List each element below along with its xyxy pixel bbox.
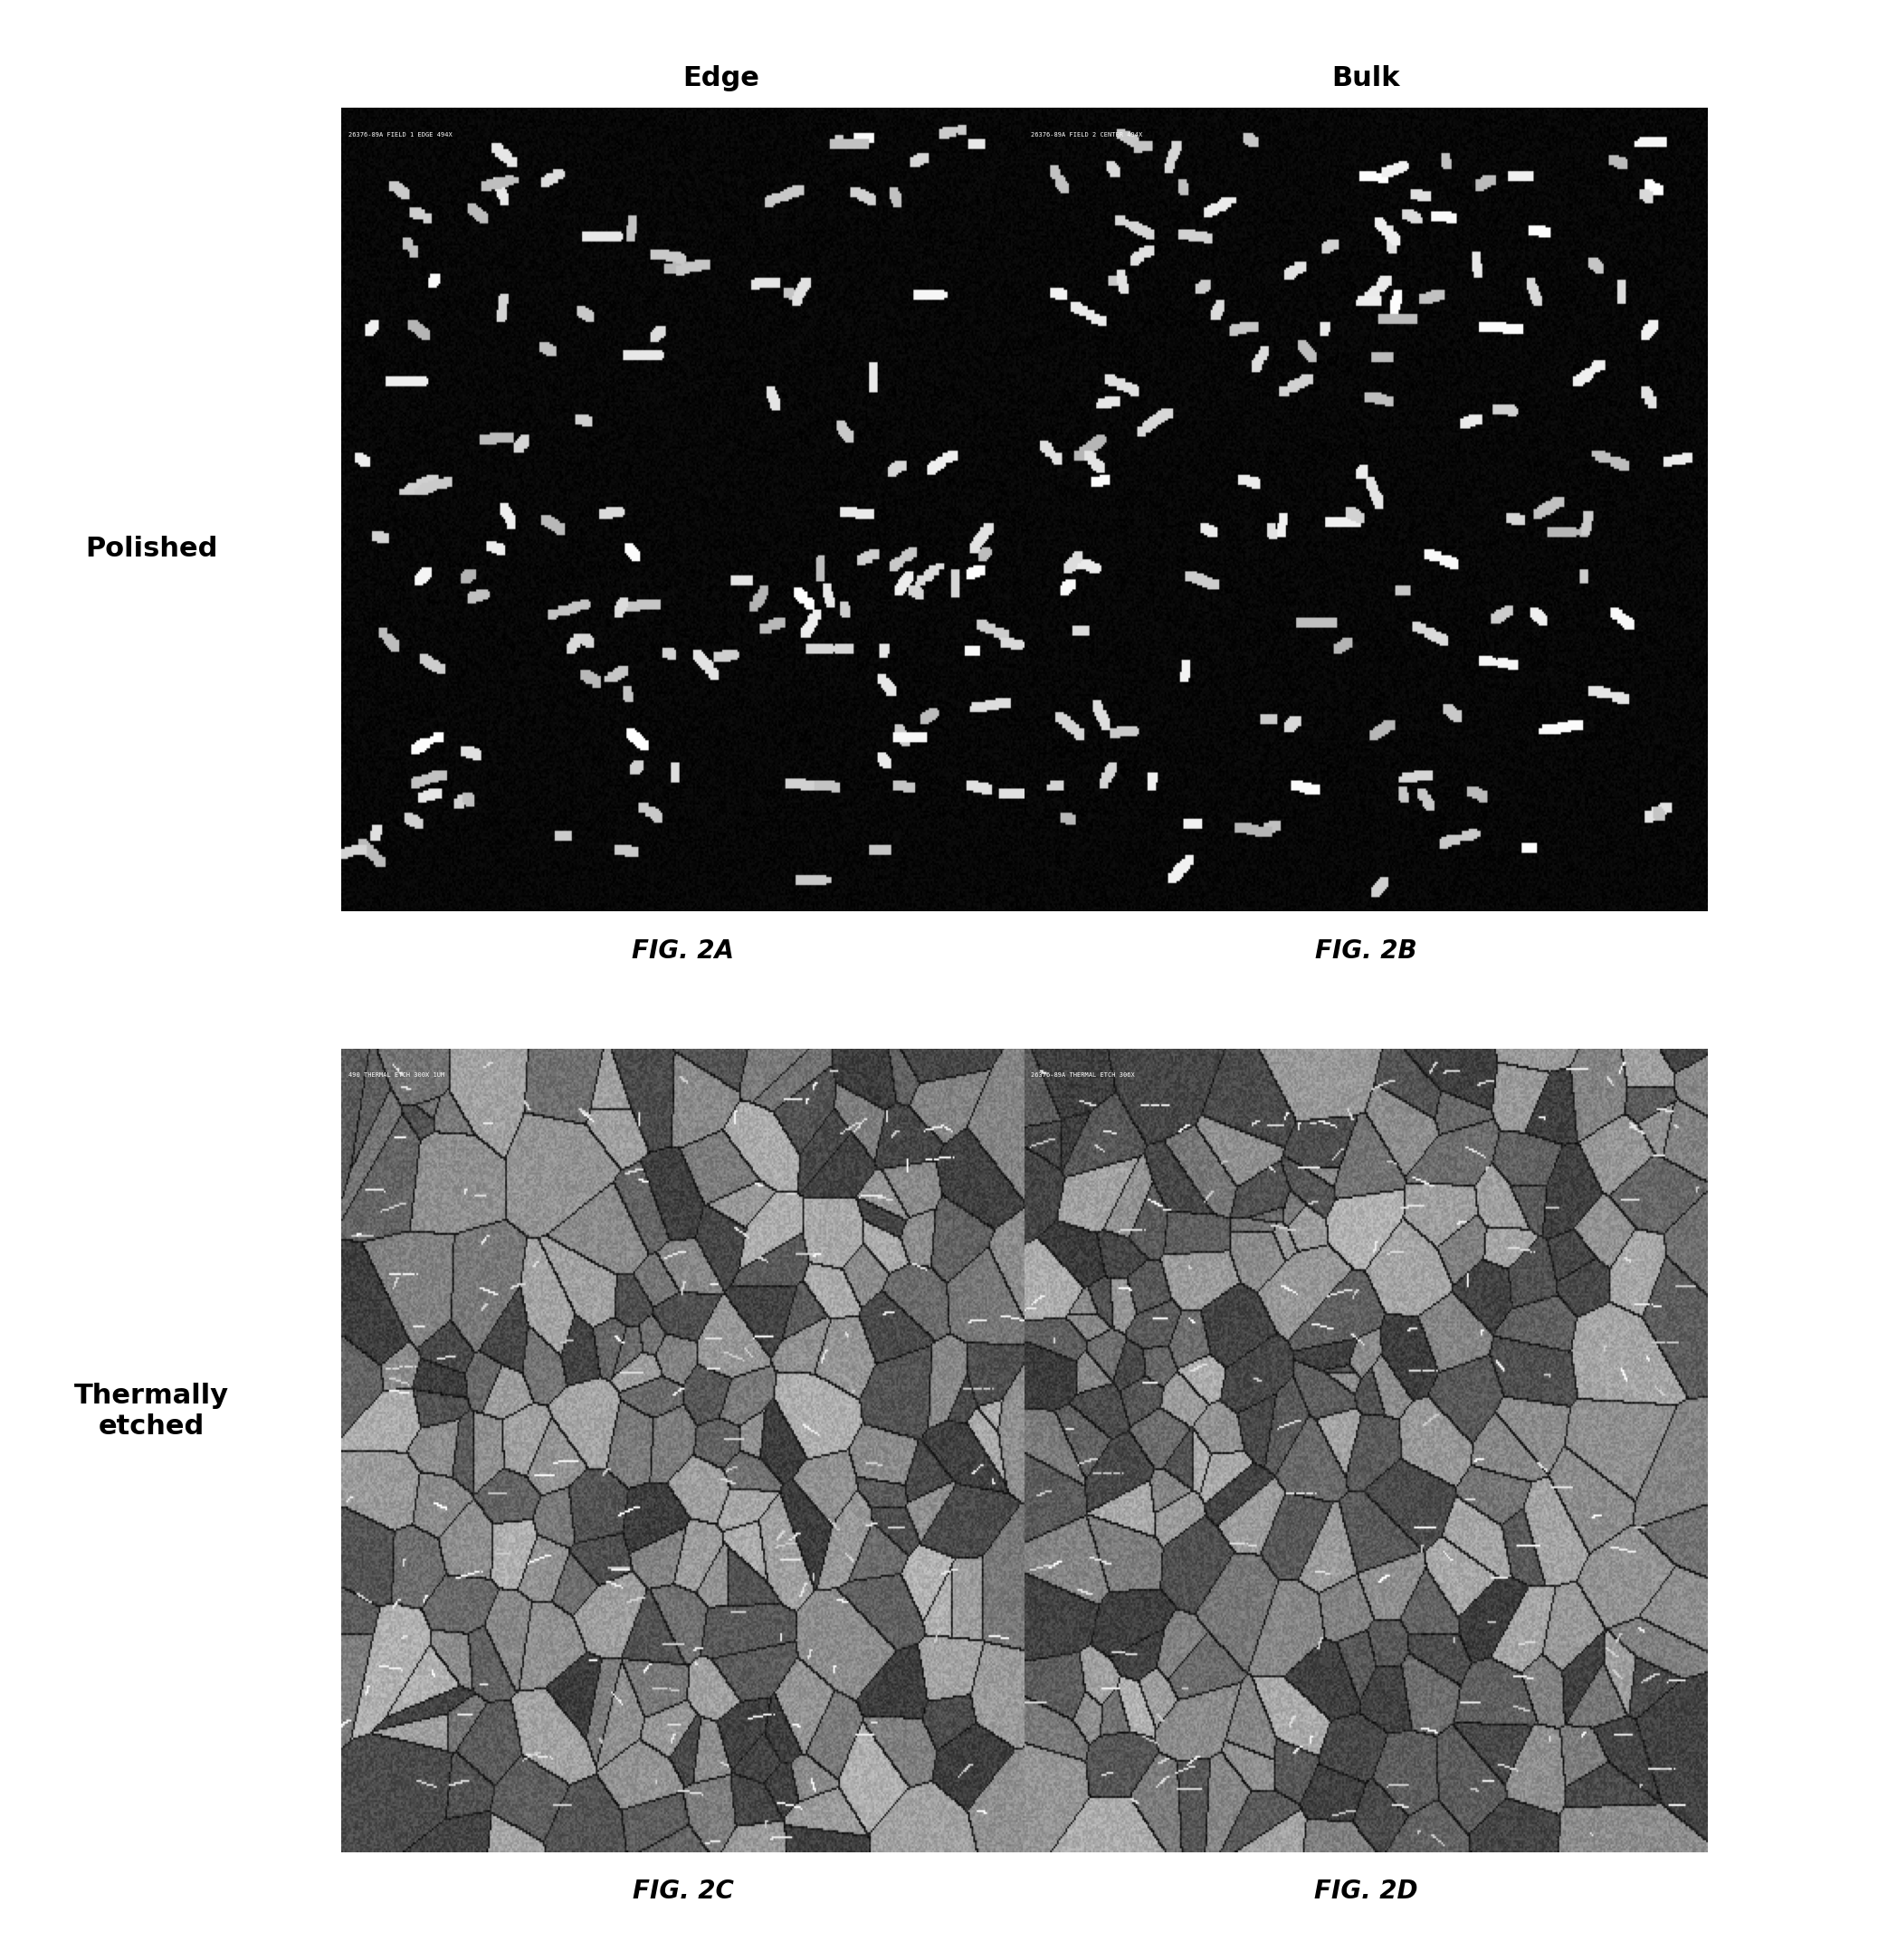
Text: FIG. 2B: FIG. 2B bbox=[1315, 939, 1417, 962]
Text: FIG. 2A: FIG. 2A bbox=[632, 939, 734, 962]
Text: 490 THERMAL ETCH 300X 1UM: 490 THERMAL ETCH 300X 1UM bbox=[349, 1072, 444, 1078]
Text: Polished: Polished bbox=[85, 535, 218, 563]
Text: 26376-89A FIELD 2 CENTER 494X: 26376-89A FIELD 2 CENTER 494X bbox=[1032, 131, 1142, 137]
Text: Thermally
etched: Thermally etched bbox=[74, 1384, 230, 1439]
Text: FIG. 2D: FIG. 2D bbox=[1315, 1880, 1417, 1903]
Text: 26376-89A FIELD 1 EDGE 494X: 26376-89A FIELD 1 EDGE 494X bbox=[349, 131, 451, 137]
Text: FIG. 2C: FIG. 2C bbox=[632, 1880, 734, 1903]
Text: 26376-89A THERMAL ETCH 306X: 26376-89A THERMAL ETCH 306X bbox=[1032, 1072, 1134, 1078]
Text: Edge: Edge bbox=[683, 65, 759, 92]
Text: Bulk: Bulk bbox=[1332, 65, 1400, 92]
